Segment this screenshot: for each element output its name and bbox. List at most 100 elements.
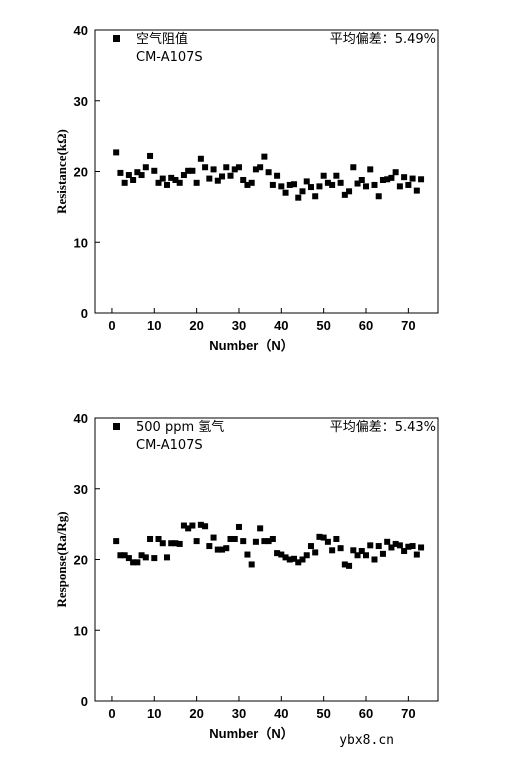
data-point (214, 546, 221, 553)
data-point (269, 535, 276, 542)
data-point (231, 166, 238, 173)
data-point (168, 174, 175, 181)
data-point (363, 183, 370, 190)
legend-label: 500 ppm 氢气 (136, 419, 224, 435)
data-point (240, 538, 247, 545)
data-point (223, 164, 230, 171)
data-point (278, 551, 285, 558)
data-point (324, 538, 331, 545)
x-tick-label: 50 (316, 318, 330, 333)
data-point (193, 538, 200, 545)
data-point (274, 550, 281, 557)
data-point (163, 181, 170, 188)
data-point (401, 548, 408, 555)
data-point (320, 172, 327, 179)
data-point (413, 187, 420, 194)
data-point (316, 183, 323, 190)
data-point (401, 174, 408, 181)
response-chart-svg: 0 10 20 30 40 0 10 20 30 40 50 60 70 Number（N） Respons… (54, 411, 439, 741)
data-point (358, 176, 365, 183)
legend-marker (113, 35, 120, 42)
data-point (214, 177, 221, 184)
data-point (189, 167, 196, 174)
data-point (346, 562, 353, 569)
x-axis-label: Number（N） (209, 338, 294, 353)
data-point (379, 550, 386, 557)
legend-marker (113, 423, 120, 430)
x-tick-label: 60 (359, 706, 373, 721)
x-tick-label: 70 (401, 318, 415, 333)
data-point (223, 545, 230, 552)
x-tick-label: 70 (401, 706, 415, 721)
y-tick-label: 20 (74, 553, 88, 568)
data-point (248, 561, 255, 568)
mean-deviation-annotation: 平均偏差：5.49% (330, 32, 436, 47)
data-point (244, 551, 251, 558)
data-point (299, 188, 306, 195)
legend-sublabel: CM-A107S (136, 438, 203, 453)
x-tick-label: 30 (232, 318, 246, 333)
data-point (333, 535, 340, 542)
data-point (282, 189, 289, 196)
data-point (295, 194, 302, 201)
data-point (337, 545, 344, 552)
data-point (341, 561, 348, 568)
response-chart: 0 10 20 30 40 0 10 20 30 40 50 60 70 Number（N） Respons… (0, 388, 510, 776)
data-point (240, 176, 247, 183)
data-point (418, 176, 425, 183)
data-point (142, 554, 149, 561)
data-point (278, 183, 285, 190)
data-point (265, 538, 272, 545)
data-point (384, 538, 391, 545)
data-point (189, 522, 196, 529)
data-point (197, 155, 204, 162)
data-point (235, 164, 242, 171)
y-axis-label: Response(Ra/Rg) (54, 511, 69, 607)
data-point (363, 552, 370, 559)
data-point (147, 152, 154, 159)
data-point (125, 555, 132, 562)
data-point (227, 172, 234, 179)
data-point (312, 549, 319, 556)
data-point (113, 149, 120, 156)
data-point (202, 523, 209, 530)
data-point (219, 546, 226, 553)
data-point (392, 540, 399, 547)
data-point (405, 543, 412, 550)
x-tick-label: 40 (274, 706, 288, 721)
data-point (384, 176, 391, 183)
data-point (134, 169, 141, 176)
data-point (269, 181, 276, 188)
data-point (358, 548, 365, 555)
data-point (134, 559, 141, 566)
data-point (155, 535, 162, 542)
data-point (219, 173, 226, 180)
data-point (409, 175, 416, 182)
y-tick-label: 40 (74, 23, 88, 38)
data-point (180, 522, 187, 529)
data-point (117, 169, 124, 176)
data-point (274, 172, 281, 179)
resistance-chart-svg: 0 10 20 30 40 0 10 20 30 40 50 60 70 Number（N） Resista… (54, 23, 439, 353)
data-point (324, 179, 331, 186)
data-point (159, 175, 166, 182)
data-point (176, 179, 183, 186)
data-point (138, 552, 145, 559)
data-point (117, 552, 124, 559)
data-point (286, 181, 293, 188)
data-point (379, 176, 386, 183)
data-point (142, 164, 149, 171)
data-point (231, 535, 238, 542)
data-point (303, 552, 310, 559)
data-point (375, 193, 382, 200)
y-axis-label: Resistance(kΩ) (54, 129, 69, 214)
data-point (206, 543, 213, 550)
data-point (155, 179, 162, 186)
y-tick-label: 40 (74, 411, 88, 426)
data-point (320, 534, 327, 541)
data-point (235, 523, 242, 530)
y-tick-label: 0 (81, 306, 88, 321)
x-tick-label: 0 (108, 706, 115, 721)
data-point (180, 172, 187, 179)
data-point (333, 172, 340, 179)
